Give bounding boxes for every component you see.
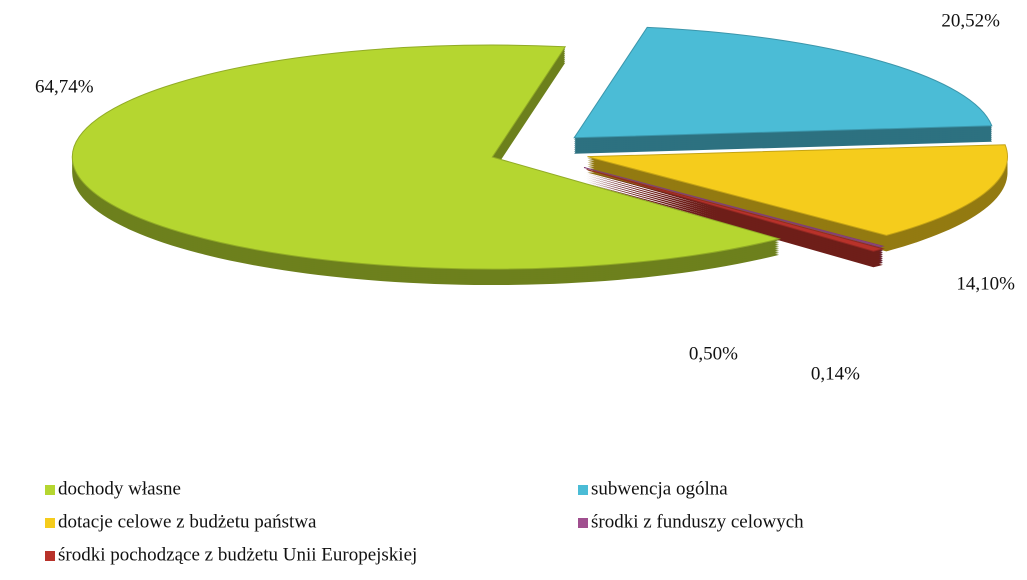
data-label: 20,52% [941, 10, 1000, 31]
pie-slice [573, 26, 993, 139]
legend-label: środki z funduszy celowych [591, 511, 804, 532]
pie-slice [586, 168, 885, 252]
data-label: 0,14% [811, 363, 860, 384]
pie-slice [71, 44, 781, 270]
legend-swatch [45, 485, 55, 495]
data-label: 14,10% [956, 273, 1015, 294]
pie-slice [587, 144, 1008, 236]
legend-swatch [578, 485, 588, 495]
legend-swatch [578, 518, 588, 528]
pie-slice [583, 166, 885, 248]
legend-label: dochody własne [58, 478, 181, 499]
data-label: 0,50% [689, 343, 738, 364]
legend-label: subwencja ogólna [591, 478, 728, 499]
data-label: 64,74% [35, 76, 94, 97]
legend-label: środki pochodzące z budżetu Unii Europej… [58, 544, 417, 565]
legend-swatch [45, 518, 55, 528]
legend-swatch [45, 551, 55, 561]
legend-label: dotacje celowe z budżetu państwa [58, 511, 317, 532]
